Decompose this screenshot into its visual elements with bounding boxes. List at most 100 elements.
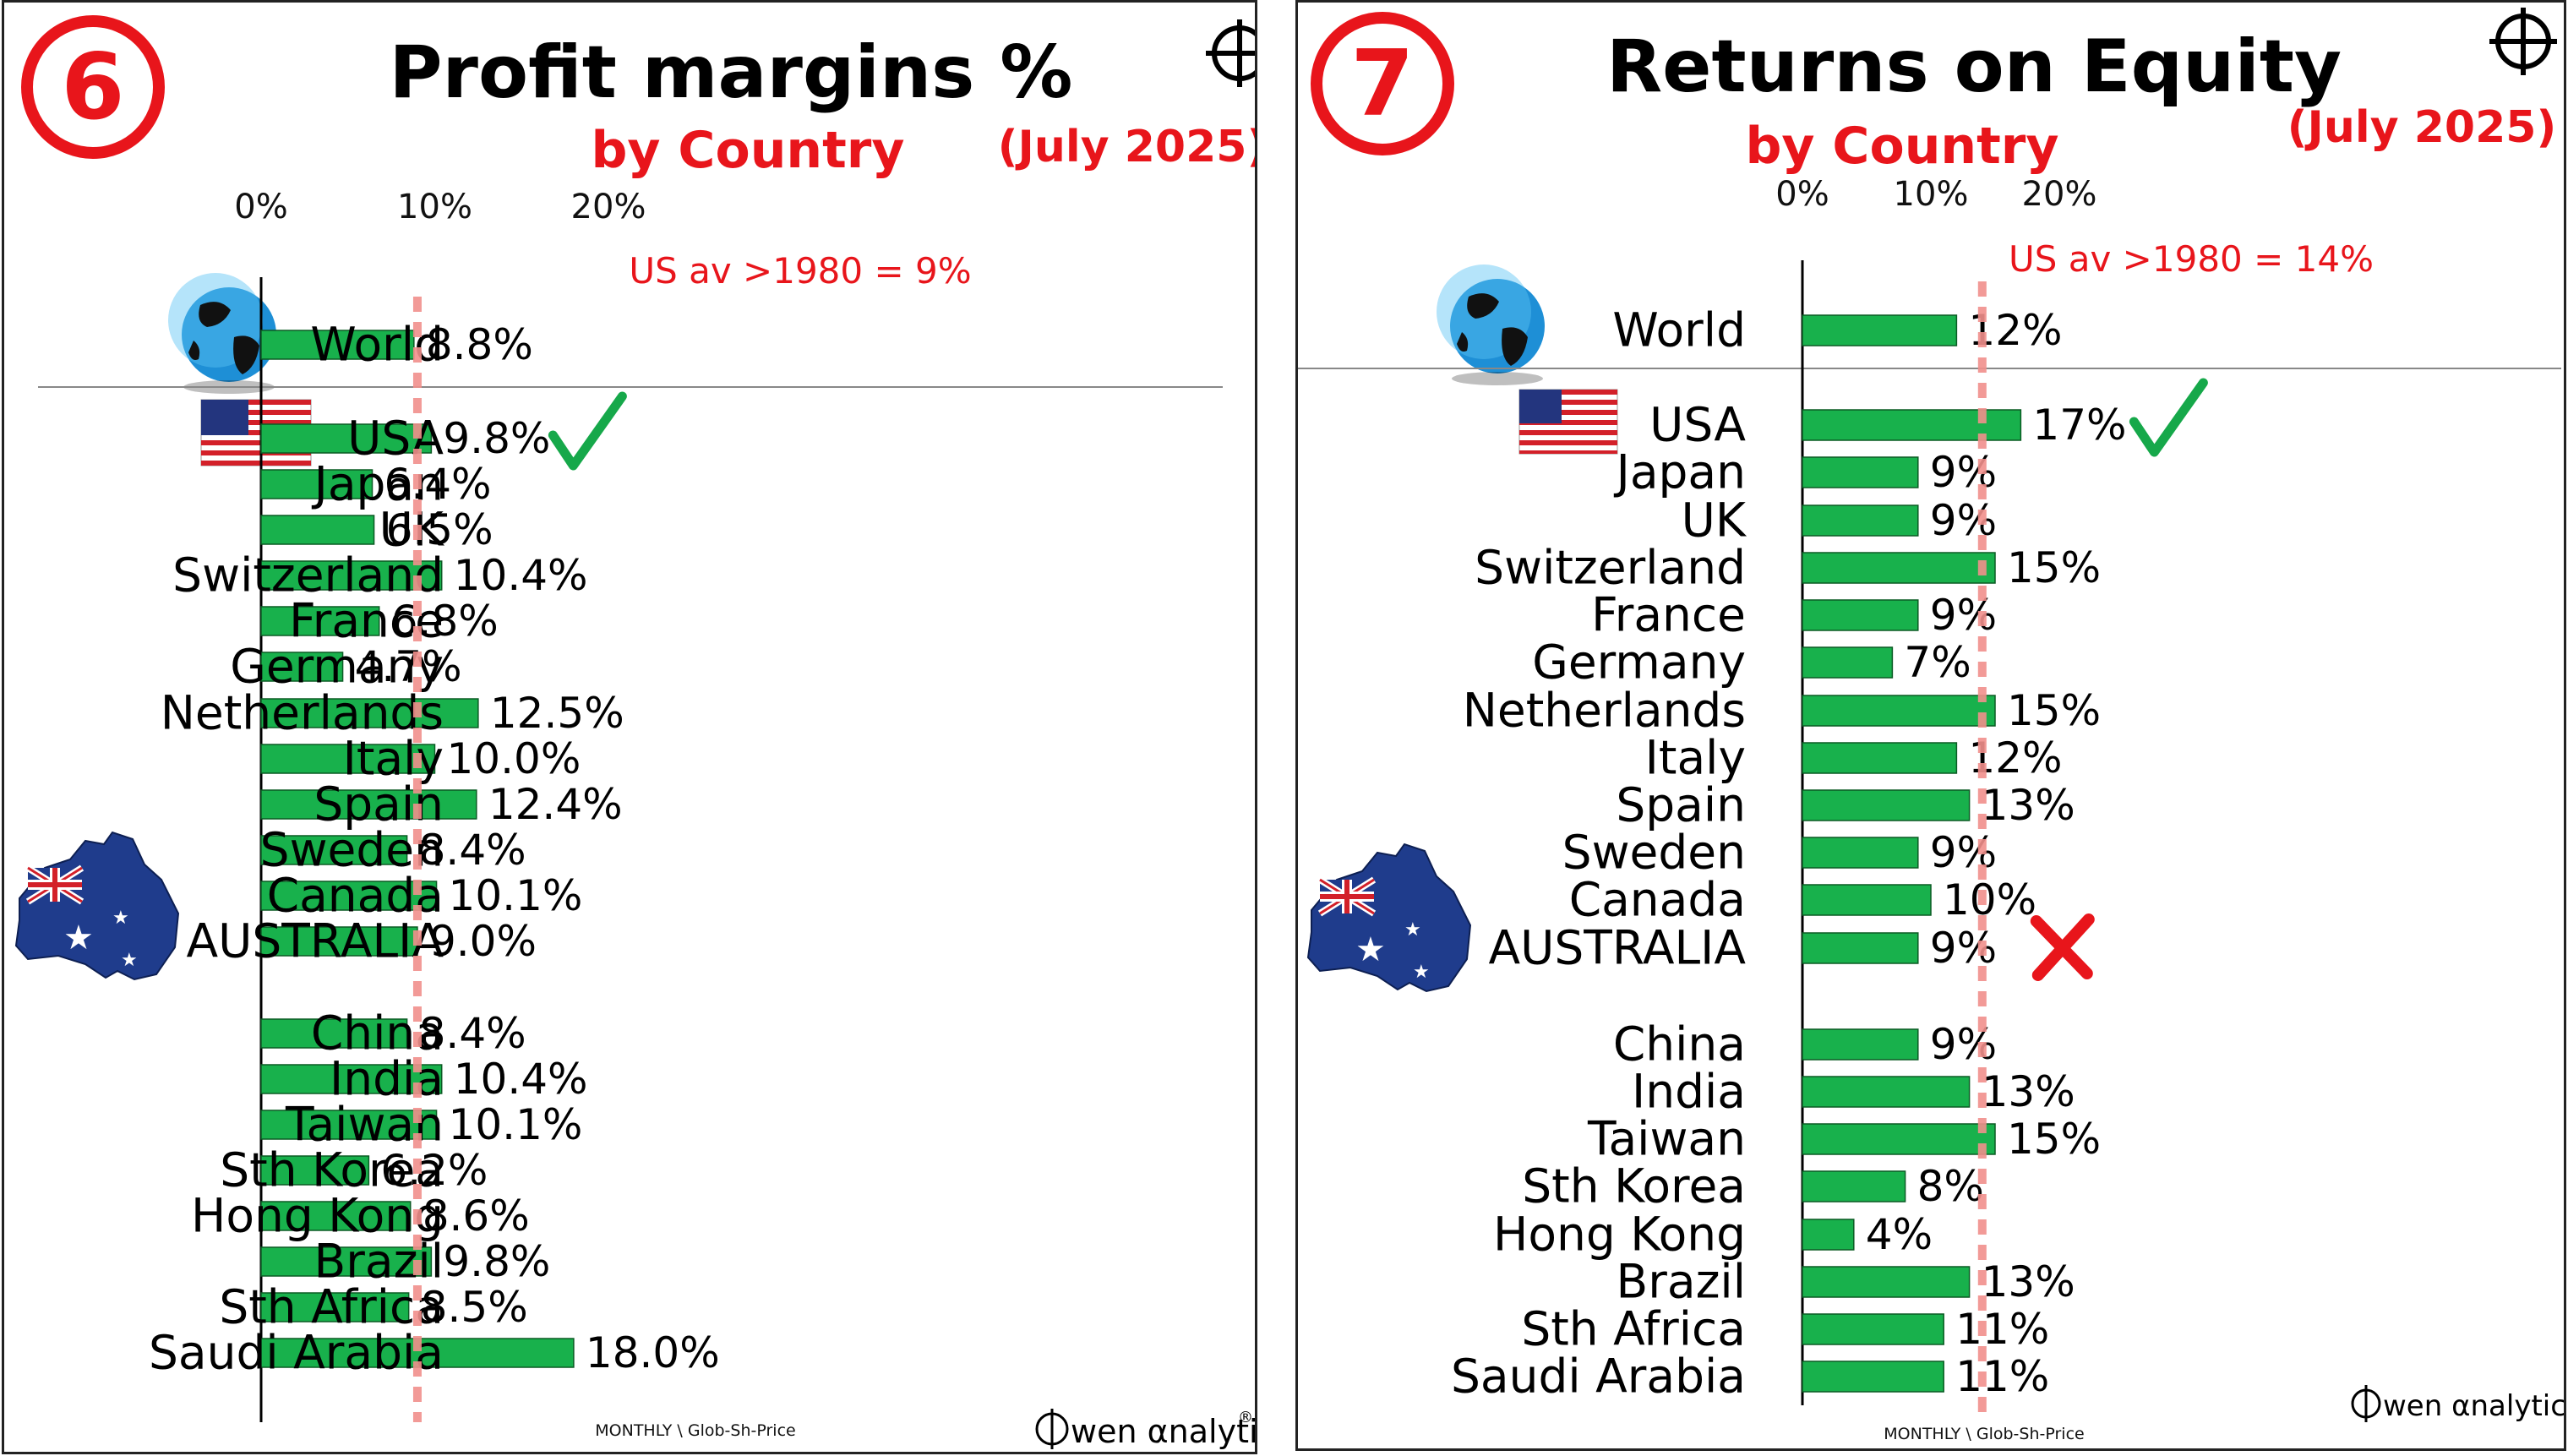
value-label: 6.2% — [380, 1146, 488, 1195]
bar-spain — [1802, 789, 1971, 821]
value-label: 10% — [1943, 875, 2036, 924]
crosshair-icon — [2489, 8, 2557, 75]
value-label: 11% — [1955, 1352, 2049, 1401]
category-label: Netherlands — [161, 686, 444, 740]
bar-germany — [1802, 646, 1894, 679]
bar-canada — [260, 881, 438, 911]
category-label: Germany — [230, 640, 444, 694]
svg-text:★: ★ — [1355, 930, 1386, 969]
chart-title: Returns on Equity — [1606, 25, 2342, 109]
value-label: 9% — [1930, 448, 1997, 497]
chart-subtitle: by Country — [1745, 117, 2058, 176]
x-tick-label: 10% — [397, 188, 472, 226]
value-label: 10.1% — [449, 871, 583, 920]
value-label: 9.0% — [429, 917, 537, 966]
category-label: India — [1632, 1065, 1746, 1119]
bar-switzerland — [1802, 552, 1996, 584]
bar-spain — [260, 789, 477, 820]
value-label: 9% — [1930, 496, 1997, 545]
value-label: 18.0% — [586, 1328, 720, 1377]
value-label: 8.4% — [419, 1009, 526, 1058]
check-icon — [2129, 378, 2208, 457]
bar-sweden — [260, 835, 408, 865]
category-label: Saudi Arabia — [1451, 1350, 1746, 1404]
bar-sth-africa — [260, 1292, 410, 1322]
value-label: 7% — [1904, 638, 1971, 687]
bar-japan — [1802, 456, 1919, 488]
bar-usa — [260, 423, 433, 454]
value-label: 9.8% — [443, 414, 550, 463]
value-label: 10.4% — [454, 1055, 588, 1104]
bars-layer: 0% 10% 20%World 12%USA 17%Japan 9%UK 9%Switzer… — [1298, 175, 2561, 1422]
value-label: 8.4% — [419, 826, 526, 875]
bar-brazil — [1802, 1266, 1971, 1298]
brand-logo: wen αnalytics — [2351, 1385, 2564, 1423]
reference-line-label: US av >1980 = 9% — [629, 250, 971, 292]
returns-on-equity-chart: 7 Returns on Equity by Country (July 202… — [1298, 8, 2564, 1443]
panel-profit-margins: 6 Profit margins % by Country (July 2025… — [2, 0, 1257, 1454]
value-label: 11% — [1955, 1305, 2049, 1354]
bar-sth-africa — [1802, 1313, 1944, 1345]
number-badge: 7 — [1311, 12, 1454, 155]
category-label: UK — [1682, 494, 1747, 548]
australia-map-icon: ★ ★ ★ — [14, 831, 180, 981]
category-label: Switzerland — [172, 548, 444, 603]
category-label: India — [330, 1052, 444, 1106]
bar-japan — [260, 469, 373, 499]
brand-logo: wen αnalytics ® — [1035, 1409, 1255, 1450]
value-label: 8.5% — [421, 1283, 528, 1332]
category-label: Hong Kong — [1493, 1208, 1746, 1262]
brand-name: wen αnalytics — [1071, 1413, 1255, 1450]
category-label: USA — [1649, 398, 1746, 452]
category-label: Taiwan — [1587, 1112, 1746, 1166]
bar-australia — [260, 926, 418, 957]
value-label: 13% — [1982, 1067, 2075, 1116]
bar-switzerland — [260, 560, 443, 591]
reference-line-label: US av >1980 = 14% — [2009, 238, 2374, 280]
footer-note: MONTHLY \ Glob-Sh-Price — [1884, 1425, 2084, 1443]
cross-icon — [2030, 913, 2095, 981]
svg-text:★: ★ — [1404, 919, 1421, 941]
category-label: France — [1591, 588, 1746, 642]
category-label: Brazil — [314, 1235, 444, 1289]
value-label: 8% — [1917, 1162, 1984, 1211]
category-label: Hong Kong — [191, 1189, 444, 1243]
category-label: Spain — [1616, 778, 1746, 832]
category-label: World — [310, 318, 444, 372]
category-label: Sth Africa — [1521, 1302, 1746, 1356]
chart-date: (July 2025) — [998, 122, 1255, 172]
chart-date: (July 2025) — [2287, 102, 2556, 153]
category-label: World — [1612, 303, 1746, 357]
value-label: 8.8% — [426, 320, 533, 369]
value-label: 15% — [2007, 543, 2101, 592]
check-icon — [548, 391, 627, 471]
usa-flag-icon — [1518, 389, 1618, 455]
globe-icon — [1437, 264, 1545, 385]
brand-registered-mark: ® — [1238, 1409, 1253, 1426]
bar-hong-kong — [260, 1201, 412, 1231]
bar-hong-kong — [1802, 1219, 1855, 1251]
bar-uk — [1802, 504, 1919, 537]
value-label: 9% — [1930, 828, 1997, 877]
crosshair-icon — [1206, 19, 1255, 87]
globe-icon — [168, 273, 276, 394]
value-label: 17% — [2032, 401, 2126, 450]
category-label: Saudi Arabia — [149, 1326, 444, 1380]
category-label: Germany — [1532, 635, 1746, 690]
category-label: AUSTRALIA — [1489, 921, 1747, 975]
bar-china — [1802, 1028, 1919, 1061]
bar-italy — [260, 744, 436, 774]
value-label: 6.8% — [391, 597, 499, 646]
bar-sth-korea — [1802, 1170, 1906, 1202]
brand-name: wen αnalytics — [2383, 1389, 2564, 1423]
value-label: 13% — [1982, 781, 2075, 830]
bar-usa — [1802, 409, 2022, 441]
category-label: Italy — [343, 732, 444, 786]
bar-sweden — [1802, 837, 1919, 869]
svg-text:★: ★ — [121, 950, 138, 971]
value-label: 4.7% — [355, 642, 462, 691]
category-label: Italy — [1645, 731, 1746, 785]
bar-india — [1802, 1076, 1971, 1108]
value-label: 6.5% — [386, 505, 493, 554]
chart-subtitle: by Country — [591, 121, 904, 180]
